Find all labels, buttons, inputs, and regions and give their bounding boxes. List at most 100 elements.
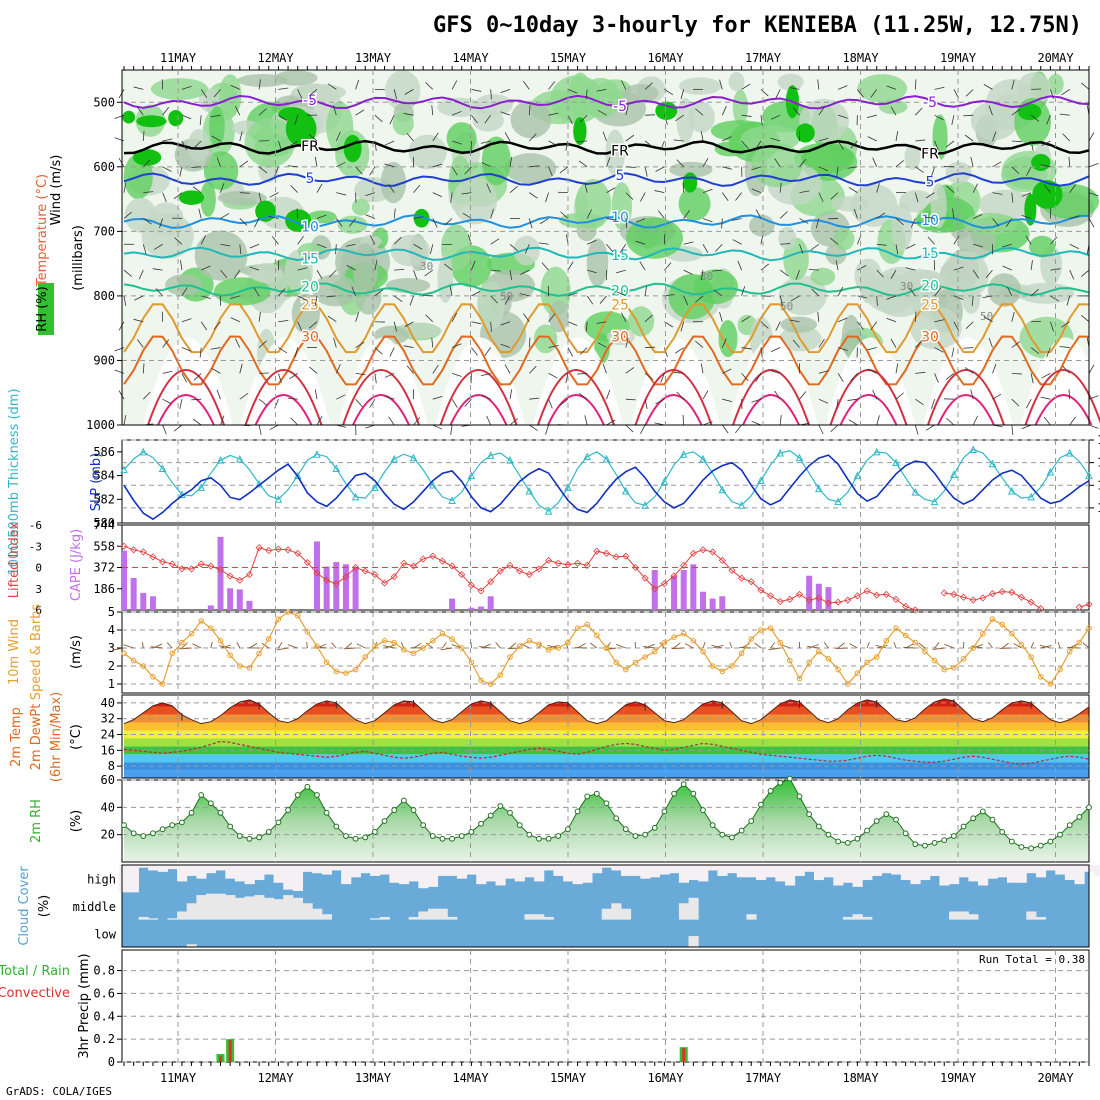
- wind-barb: [890, 269, 897, 279]
- cloud-middle-cover: [138, 916, 149, 920]
- wind-barb: [278, 140, 282, 151]
- thickness-point: [737, 501, 746, 509]
- wind-barb: [162, 339, 170, 348]
- thickness-point: [216, 456, 225, 464]
- wind-barb: [509, 243, 518, 252]
- top-day-label: 16MAY: [647, 51, 684, 65]
- wind-barb: [486, 415, 492, 426]
- wind-speed-point: [671, 634, 677, 641]
- rh-point: [796, 793, 803, 800]
- wind-barb-10m: [249, 642, 258, 649]
- wind-barb: [278, 288, 286, 297]
- wind-barb: [579, 114, 588, 123]
- wind-barb: [584, 415, 588, 426]
- lifted-index-point: [699, 546, 707, 554]
- cloud-middle-cover: [244, 896, 255, 920]
- wind-barb: [230, 295, 240, 300]
- cloud-middle-cover: [746, 914, 757, 920]
- wind-barb: [578, 160, 588, 168]
- rh-point: [642, 831, 648, 838]
- wind-barb: [586, 209, 592, 219]
- rh-level-label: 30: [700, 270, 713, 283]
- thickness-point: [988, 459, 997, 468]
- wind-barb: [384, 396, 395, 400]
- cloud-high-clear: [370, 865, 381, 876]
- wind-barb: [155, 288, 163, 297]
- wind-barb: [640, 424, 646, 435]
- wind-barb: [953, 321, 959, 331]
- cape-bar: [149, 596, 156, 610]
- thickness-point: [564, 483, 572, 491]
- wind-barb: [587, 269, 597, 274]
- run-total-label: Run Total = 0.38: [979, 953, 1085, 966]
- rh-point: [478, 820, 484, 827]
- wind-barb: [235, 338, 241, 348]
- thickness-point: [641, 501, 649, 509]
- wind-barb: [327, 315, 337, 323]
- wind-barb: [577, 140, 588, 143]
- wind-speed-point: [902, 632, 909, 639]
- wind-barb: [314, 389, 318, 400]
- cloud-middle-cover: [678, 903, 690, 920]
- wind-barb: [490, 295, 498, 304]
- wind-barb: [934, 373, 939, 383]
- wind-barb: [393, 237, 402, 245]
- rh-point: [217, 809, 224, 816]
- wind-speed-point: [748, 636, 755, 642]
- wind-barb: [403, 345, 414, 348]
- wind-barb: [524, 244, 530, 254]
- cloud-high-clear: [929, 865, 940, 876]
- wind-barb-10m: [590, 642, 598, 649]
- cloud-high-clear: [399, 865, 410, 885]
- wind-unit-label: (m/s): [69, 635, 84, 669]
- wind-speed-point: [864, 659, 870, 666]
- lifted-index-point: [313, 569, 321, 577]
- wind-barb-10m: [754, 642, 762, 649]
- lifted-index-line: [123, 545, 916, 611]
- cloud-high-clear: [1035, 865, 1047, 878]
- wind-speed-point: [758, 627, 764, 633]
- wind-barb: [602, 131, 607, 142]
- rh-point: [150, 830, 156, 837]
- rh-point: [555, 833, 562, 839]
- rh-point: [121, 822, 127, 828]
- rh-patch: [150, 78, 209, 100]
- cloud-middle-cover: [611, 903, 622, 920]
- wind-barb: [316, 269, 323, 279]
- rh-point: [140, 833, 147, 839]
- cloud-middle-cover: [302, 903, 313, 920]
- rh-point: [748, 818, 755, 824]
- wind-speed-point: [217, 638, 224, 644]
- wind-barb: [721, 338, 727, 348]
- wind-barb: [953, 295, 964, 301]
- wind-barb: [836, 399, 839, 410]
- wind-barb: [867, 136, 877, 142]
- rh-patch: [385, 278, 431, 294]
- wind-barb: [545, 424, 549, 435]
- rh-patch: [871, 266, 929, 318]
- cloud-high-clear: [1016, 865, 1027, 883]
- rh-point: [362, 834, 369, 841]
- cloud-low-cover: [186, 944, 197, 947]
- wind-barb: [915, 371, 926, 374]
- lifted-index-point: [998, 588, 1006, 596]
- cloud-middle-cover: [167, 918, 178, 920]
- wind-barb: [847, 166, 858, 169]
- rh-patch: [945, 161, 972, 184]
- wind-barb: [596, 321, 607, 324]
- wind-barb-10m: [971, 645, 983, 649]
- wind-barb: [384, 163, 395, 168]
- wind-barb: [915, 166, 924, 173]
- wind-speed-point: [362, 654, 369, 660]
- rh-patch-saturated: [1031, 154, 1051, 172]
- cloud-high-clear: [408, 865, 419, 882]
- rh-patch: [586, 238, 609, 287]
- wind-barb: [403, 113, 414, 116]
- rh-patch: [693, 269, 739, 305]
- wind-barb: [1030, 347, 1040, 355]
- wind-barb: [964, 134, 974, 142]
- cloud-high-clear: [582, 865, 593, 883]
- rh-patch: [904, 144, 921, 170]
- wind-barb: [972, 269, 980, 279]
